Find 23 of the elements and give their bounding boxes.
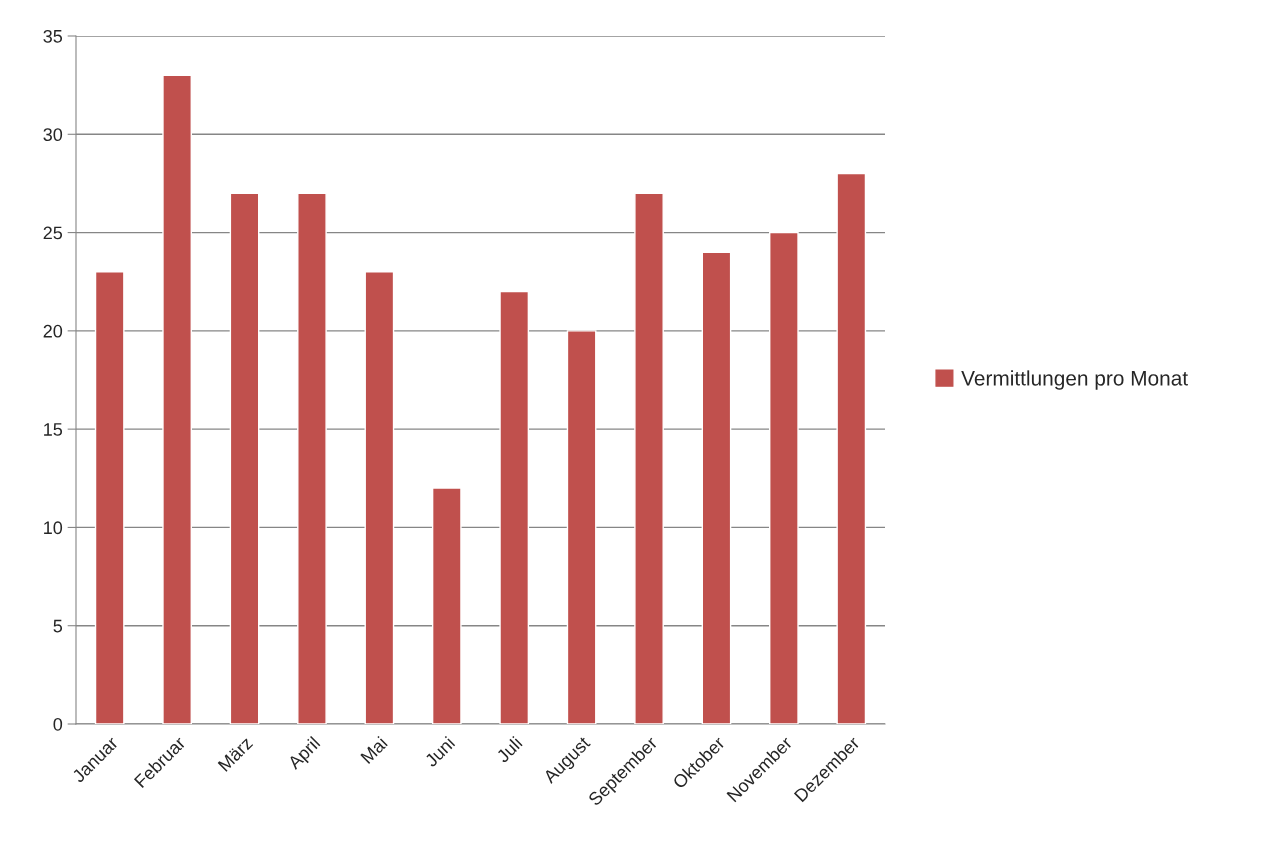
x-tick-label: Juli	[495, 735, 523, 764]
bar	[162, 74, 192, 724]
bar	[229, 192, 260, 724]
legend-label: Vermittlungen pro Monat	[961, 370, 1188, 390]
bar	[364, 271, 395, 724]
bar	[701, 251, 732, 724]
bar	[566, 330, 597, 724]
bar	[634, 192, 664, 724]
y-tick-label: 0	[53, 717, 63, 731]
x-tick-label: Mai	[359, 735, 388, 765]
bar	[94, 271, 125, 724]
bar	[297, 192, 327, 724]
bar	[769, 231, 799, 724]
y-tick-label: 30	[43, 128, 63, 142]
y-tick-label: 25	[43, 226, 63, 240]
y-tick-label: 5	[53, 619, 63, 633]
y-tick-label: 15	[44, 423, 63, 436]
bar	[836, 172, 867, 724]
y-tick-label: 10	[44, 521, 63, 535]
bar	[431, 487, 462, 724]
y-tick-label: 35	[43, 29, 63, 43]
bar	[499, 290, 530, 724]
y-tick-label: 20	[43, 324, 63, 338]
